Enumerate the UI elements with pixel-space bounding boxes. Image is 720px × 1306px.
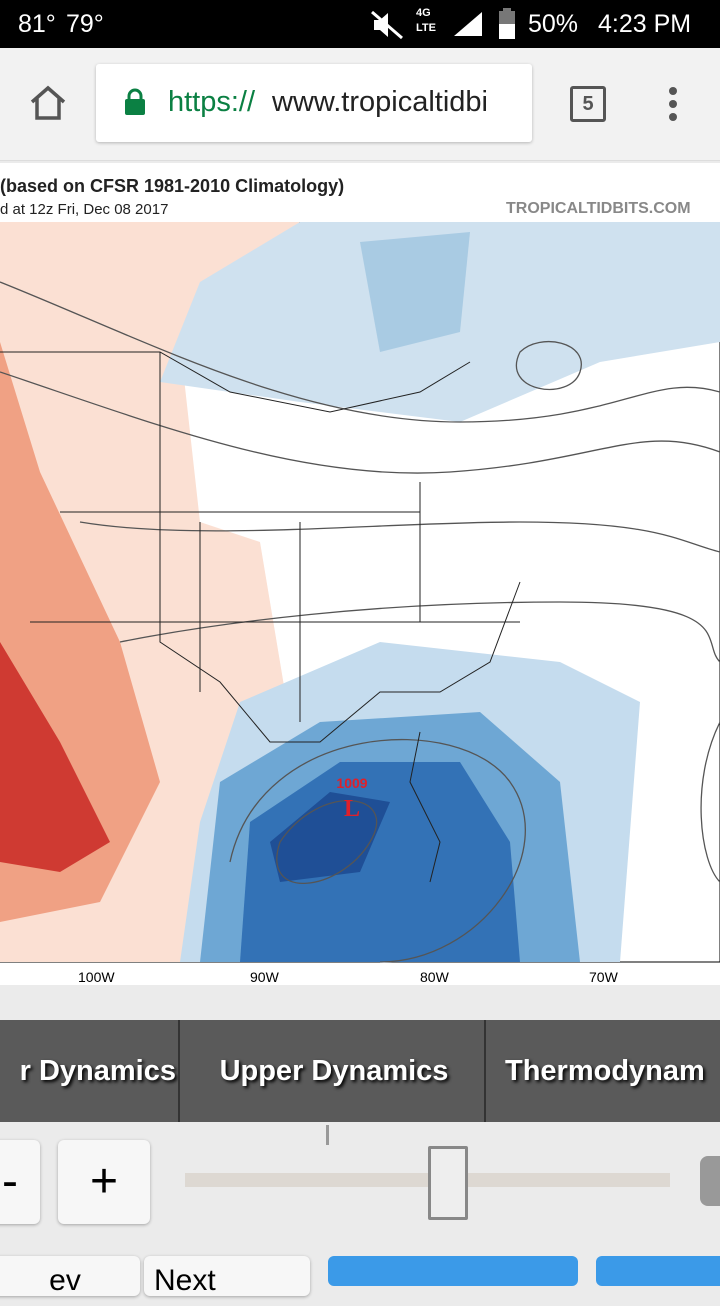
button[interactable] [328, 1256, 578, 1286]
map-init: d at 12z Fri, Dec 08 2017 [0, 201, 169, 218]
settings-icon[interactable] [700, 1156, 720, 1206]
tab[interactable]: Thermodynam [505, 1055, 705, 1087]
lon-label: 80W [420, 969, 449, 985]
lock-icon [125, 88, 145, 115]
lon-label: 100W [78, 969, 115, 985]
status-bar: 81° 79° 4G LTE 50% 4:23 PM [0, 0, 720, 48]
minus-button[interactable]: - [0, 1140, 40, 1224]
prev-button[interactable]: ev [0, 1256, 140, 1297]
plus-button[interactable]: + [58, 1140, 150, 1224]
temperature: 79° [66, 10, 104, 38]
next-button[interactable]: Next [144, 1256, 310, 1297]
network: LTE [416, 22, 436, 34]
url-scheme: https:// [168, 86, 256, 118]
menu-button[interactable] [666, 86, 680, 122]
low-symbol: L [344, 796, 360, 822]
tab-count[interactable]: 5 [570, 86, 606, 122]
pressure-value: 1009 [336, 775, 367, 791]
button[interactable] [596, 1256, 720, 1286]
url-host: www.tropicaltidbi [272, 86, 488, 118]
tick [326, 1125, 329, 1145]
map-source: TROPICALTIDBITS.COM [506, 200, 691, 217]
map-plot: 1009 L [0, 222, 720, 963]
signal-icon [454, 12, 482, 36]
slider-track[interactable] [185, 1173, 670, 1187]
tab-bar: r Dynamics Upper Dynamics Thermodynam [0, 1020, 720, 1122]
map-subtitle: (based on CFSR 1981-2010 Climatology) [0, 176, 345, 196]
battery-icon [499, 8, 515, 39]
battery: 50% [528, 10, 579, 38]
lon-label: 70W [589, 969, 618, 985]
mute-icon [371, 10, 403, 40]
lon-label: 90W [250, 969, 279, 985]
home-button[interactable] [28, 84, 68, 122]
browser-bar: https:// www.tropicaltidbi 5 [0, 48, 720, 161]
tab[interactable]: r Dynamics [0, 1020, 180, 1122]
network: 4G [416, 7, 431, 19]
tab[interactable]: Upper Dynamics [184, 1020, 486, 1122]
temperature: 81° [18, 10, 56, 38]
url-bar[interactable]: https:// www.tropicaltidbi [96, 64, 532, 142]
map-image: (based on CFSR 1981-2010 Climatology) d … [0, 163, 720, 985]
time: 4:23 PM [598, 10, 692, 38]
slider-handle[interactable] [428, 1146, 468, 1220]
